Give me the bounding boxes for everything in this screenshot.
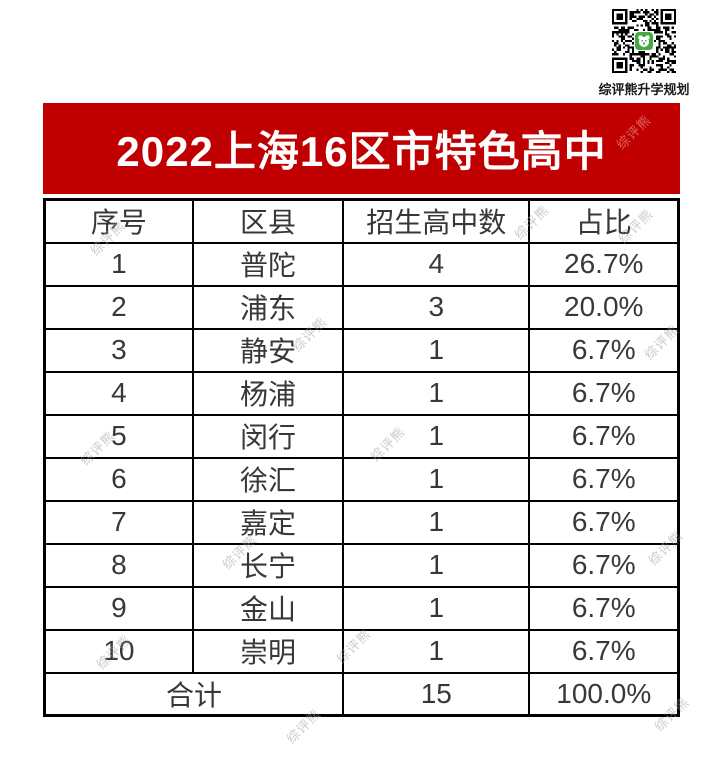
cell-count: 1 [342, 585, 531, 631]
qr-code-image [612, 9, 676, 73]
cell-index: 1 [43, 241, 194, 287]
cell-percent: 26.7% [528, 241, 680, 287]
cell-index: 10 [43, 628, 194, 674]
cell-district: 金山 [191, 585, 345, 631]
table-footer: 合计 15 100.0% [43, 671, 680, 717]
page-title: 2022上海16区市特色高中 [116, 128, 607, 175]
qr-code-svg [612, 9, 676, 73]
cell-district: 普陀 [191, 241, 345, 287]
cell-count: 1 [342, 542, 531, 588]
cell-count: 4 [342, 241, 531, 287]
header-percent: 占比 [528, 198, 680, 244]
table-body: 1 普陀 4 26.7% 2 浦东 3 20.0% 3 静安 1 6.7% 4 杨浦 1 6.7% 5 闵行 1 6.… [43, 241, 680, 674]
qr-modules [612, 9, 676, 73]
cell-percent: 20.0% [528, 284, 680, 330]
cell-percent: 6.7% [528, 585, 680, 631]
cell-count: 1 [342, 456, 531, 502]
cell-district: 闵行 [191, 413, 345, 459]
header-index: 序号 [43, 198, 194, 244]
table-header-row: 序号 区县 招生高中数 占比 [43, 198, 680, 244]
cell-count: 1 [342, 327, 531, 373]
cell-district: 徐汇 [191, 456, 345, 502]
table-row: 3 静安 1 6.7% [43, 327, 680, 373]
table-header: 序号 区县 招生高中数 占比 [43, 198, 680, 244]
cell-index: 5 [43, 413, 194, 459]
cell-percent: 6.7% [528, 499, 680, 545]
total-percent: 100.0% [528, 671, 680, 717]
cell-percent: 6.7% [528, 542, 680, 588]
cell-percent: 6.7% [528, 456, 680, 502]
cell-index: 2 [43, 284, 194, 330]
table-row: 2 浦东 3 20.0% [43, 284, 680, 330]
cell-district: 嘉定 [191, 499, 345, 545]
cell-index: 4 [43, 370, 194, 416]
cell-count: 1 [342, 628, 531, 674]
cell-district: 长宁 [191, 542, 345, 588]
total-label: 合计 [43, 671, 345, 717]
table-row: 4 杨浦 1 6.7% [43, 370, 680, 416]
district-table: 序号 区县 招生高中数 占比 1 普陀 4 26.7% 2 浦东 3 20.0% 3 静安 1 6.7… [43, 198, 680, 717]
cell-count: 1 [342, 370, 531, 416]
cell-index: 3 [43, 327, 194, 373]
cell-district: 崇明 [191, 628, 345, 674]
cell-count: 1 [342, 499, 531, 545]
cell-percent: 6.7% [528, 370, 680, 416]
cell-count: 1 [342, 413, 531, 459]
total-count: 15 [342, 671, 531, 717]
table-row: 10 崇明 1 6.7% [43, 628, 680, 674]
table-row: 5 闵行 1 6.7% [43, 413, 680, 459]
cell-count: 3 [342, 284, 531, 330]
qr-center-logo [635, 32, 653, 50]
header-count: 招生高中数 [342, 198, 531, 244]
cell-percent: 6.7% [528, 413, 680, 459]
title-banner: 2022上海16区市特色高中 [43, 103, 680, 194]
header-district: 区县 [191, 198, 345, 244]
table-row: 8 长宁 1 6.7% [43, 542, 680, 588]
cell-district: 浦东 [191, 284, 345, 330]
cell-index: 8 [43, 542, 194, 588]
cell-district: 静安 [191, 327, 345, 373]
cell-index: 7 [43, 499, 194, 545]
qr-block: 综评熊升学规划 [591, 9, 697, 98]
cell-percent: 6.7% [528, 327, 680, 373]
cell-index: 6 [43, 456, 194, 502]
table-row: 6 徐汇 1 6.7% [43, 456, 680, 502]
qr-label: 综评熊升学规划 [598, 82, 690, 97]
cell-index: 9 [43, 585, 194, 631]
table-row: 1 普陀 4 26.7% [43, 241, 680, 287]
table-row: 9 金山 1 6.7% [43, 585, 680, 631]
cell-district: 杨浦 [191, 370, 345, 416]
cell-percent: 6.7% [528, 628, 680, 674]
table-row: 7 嘉定 1 6.7% [43, 499, 680, 545]
total-row: 合计 15 100.0% [43, 671, 680, 717]
